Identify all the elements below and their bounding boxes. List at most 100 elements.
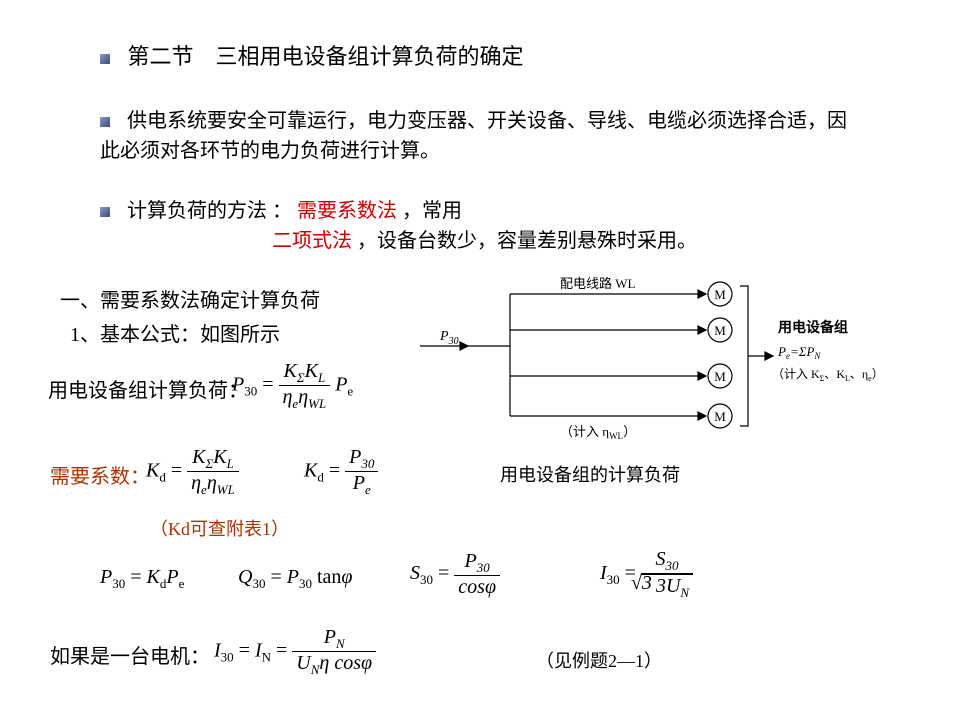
sym-phi: φ bbox=[361, 652, 372, 674]
sub-30: 30 bbox=[607, 572, 620, 587]
numerator: KΣKL bbox=[187, 446, 239, 472]
sym-P: P bbox=[465, 550, 477, 572]
denominator: Pe bbox=[345, 472, 378, 497]
fraction: P30 Pe bbox=[345, 446, 378, 498]
motor-label: 如果是一台电机： bbox=[50, 642, 210, 672]
kd-note: （Kd可查附表1） bbox=[150, 516, 289, 543]
sym-phi: φ bbox=[341, 566, 352, 588]
methods-line2: 二项式法 ，设备台数少，容量差别悬殊时采用。 bbox=[272, 226, 697, 256]
formula-s30: S30 = P30 cosφ bbox=[410, 550, 500, 598]
kd-label: 需要系数： bbox=[50, 462, 150, 492]
sym-eta: η bbox=[283, 386, 293, 408]
formula-q30: Q30 = P30 tanφ bbox=[238, 562, 352, 594]
sub-N: N bbox=[680, 585, 689, 600]
bullet-icon bbox=[100, 117, 110, 127]
sym-S: S bbox=[410, 562, 420, 584]
sub-WL: WL bbox=[217, 482, 235, 497]
fraction: KΣKL ηeηWL bbox=[279, 360, 331, 412]
sub-N: N bbox=[262, 649, 271, 664]
sym-eq: = bbox=[329, 459, 345, 481]
sym-eq: = bbox=[239, 639, 255, 661]
sym-K: K bbox=[146, 459, 159, 481]
sym-eta2: η bbox=[298, 386, 308, 408]
motor-icon: M bbox=[714, 323, 726, 338]
sub-30: 30 bbox=[244, 383, 257, 398]
sub-L: L bbox=[227, 456, 234, 471]
motor-icon: M bbox=[714, 409, 726, 424]
sym-K2: K bbox=[305, 360, 318, 382]
group-note: （计入 KΣ、KL、ηe） bbox=[772, 367, 884, 383]
methods-line1: 计算负荷的方法 ： 需要系数法 ，常用 bbox=[100, 196, 462, 226]
denominator: UNη cosφ bbox=[292, 652, 376, 677]
sym-K: K bbox=[147, 566, 160, 588]
sub-30: 30 bbox=[420, 572, 433, 587]
sym-eq: = bbox=[262, 373, 278, 395]
sub-N: N bbox=[336, 636, 345, 651]
intro-paragraph: 供电系统要安全可靠运行，电力变压器、开关设备、导线、电缆必须选择合适，因此必须对… bbox=[100, 106, 860, 166]
sub-e: e bbox=[179, 576, 185, 591]
sym-P: P bbox=[232, 373, 244, 395]
sym-K: K bbox=[304, 459, 317, 481]
sym-eq: = bbox=[130, 566, 146, 588]
diagram-top-label: 配电线路 WL bbox=[560, 276, 636, 291]
sym-P2: P bbox=[353, 472, 365, 494]
sym-U: U bbox=[666, 575, 680, 597]
sym-U: U bbox=[296, 652, 310, 674]
sym-eq: = bbox=[171, 459, 187, 481]
sub-L: L bbox=[318, 370, 325, 385]
sym-P2: P bbox=[166, 566, 178, 588]
denominator: ηeηWL bbox=[187, 472, 239, 497]
denominator: √3 √3UN bbox=[641, 574, 693, 600]
sym-phi: φ bbox=[485, 576, 496, 598]
motor-icon: M bbox=[714, 287, 726, 302]
formula-kd1: Kd = KΣKL ηeηWL bbox=[146, 446, 239, 498]
sym-K: K bbox=[192, 446, 205, 468]
sym-K: K bbox=[284, 360, 297, 382]
method1-suffix: ，常用 bbox=[402, 200, 462, 222]
formula-kd2: Kd = P30 Pe bbox=[304, 446, 378, 498]
group-title: 用电设备组 bbox=[778, 319, 848, 336]
sym-Q: Q bbox=[238, 566, 252, 588]
sub-d: d bbox=[317, 469, 324, 484]
numerator: S30 bbox=[641, 548, 693, 574]
group-pe: Pe=ΣPN bbox=[777, 344, 821, 361]
formula-p30: P30 = KdPe bbox=[100, 562, 184, 594]
sym-P2: P bbox=[335, 373, 347, 395]
bullet-icon bbox=[100, 207, 110, 217]
sym-eq2: = bbox=[276, 639, 292, 661]
sym-cos: cos bbox=[334, 652, 361, 674]
sym-cos: cos bbox=[458, 576, 485, 598]
sub-d: d bbox=[159, 469, 166, 484]
sym-eq: = bbox=[438, 562, 454, 584]
diagram-caption: 用电设备组的计算负荷 bbox=[500, 462, 680, 489]
method1: 需要系数法 bbox=[297, 200, 402, 222]
sub-30: 30 bbox=[221, 649, 234, 664]
sub-30: 30 bbox=[252, 576, 265, 591]
intro-text: 供电系统要安全可靠运行，电力变压器、开关设备、导线、电缆必须选择合适，因此必须对… bbox=[100, 110, 847, 162]
sym-I: I bbox=[214, 639, 221, 661]
numerator: P30 bbox=[454, 550, 500, 576]
sym-P: P bbox=[324, 626, 336, 648]
sym-tan: tan bbox=[317, 566, 341, 588]
formula-motor: I30 = IN = PN UNη cosφ bbox=[214, 626, 376, 678]
sub-30: 30 bbox=[112, 576, 125, 591]
sub-WL: WL bbox=[308, 396, 326, 411]
sym-sqrt3-mark: √3 bbox=[631, 572, 652, 594]
motor-icon: M bbox=[714, 369, 726, 384]
sub-30: 30 bbox=[361, 456, 374, 471]
fraction: KΣKL ηeηWL bbox=[187, 446, 239, 498]
sub-e: e bbox=[365, 482, 371, 497]
eta-note: （计入 ηWL） bbox=[560, 424, 636, 441]
sub-e2: e bbox=[347, 383, 353, 398]
sub-30: 30 bbox=[477, 560, 490, 575]
page-title: 第二节 三相用电设备组计算负荷的确定 bbox=[128, 44, 524, 69]
methods-label: 计算负荷的方法 ： bbox=[127, 200, 292, 222]
sym-P: P bbox=[349, 446, 361, 468]
formula-i30: I30 = S30 √3 √3UN bbox=[600, 548, 693, 601]
sym-eta: η bbox=[191, 472, 201, 494]
sym-eta: η bbox=[319, 652, 329, 674]
denominator: cosφ bbox=[454, 576, 500, 598]
fraction: P30 cosφ bbox=[454, 550, 500, 598]
sym-P: P bbox=[287, 566, 299, 588]
bullet-icon bbox=[100, 54, 110, 64]
